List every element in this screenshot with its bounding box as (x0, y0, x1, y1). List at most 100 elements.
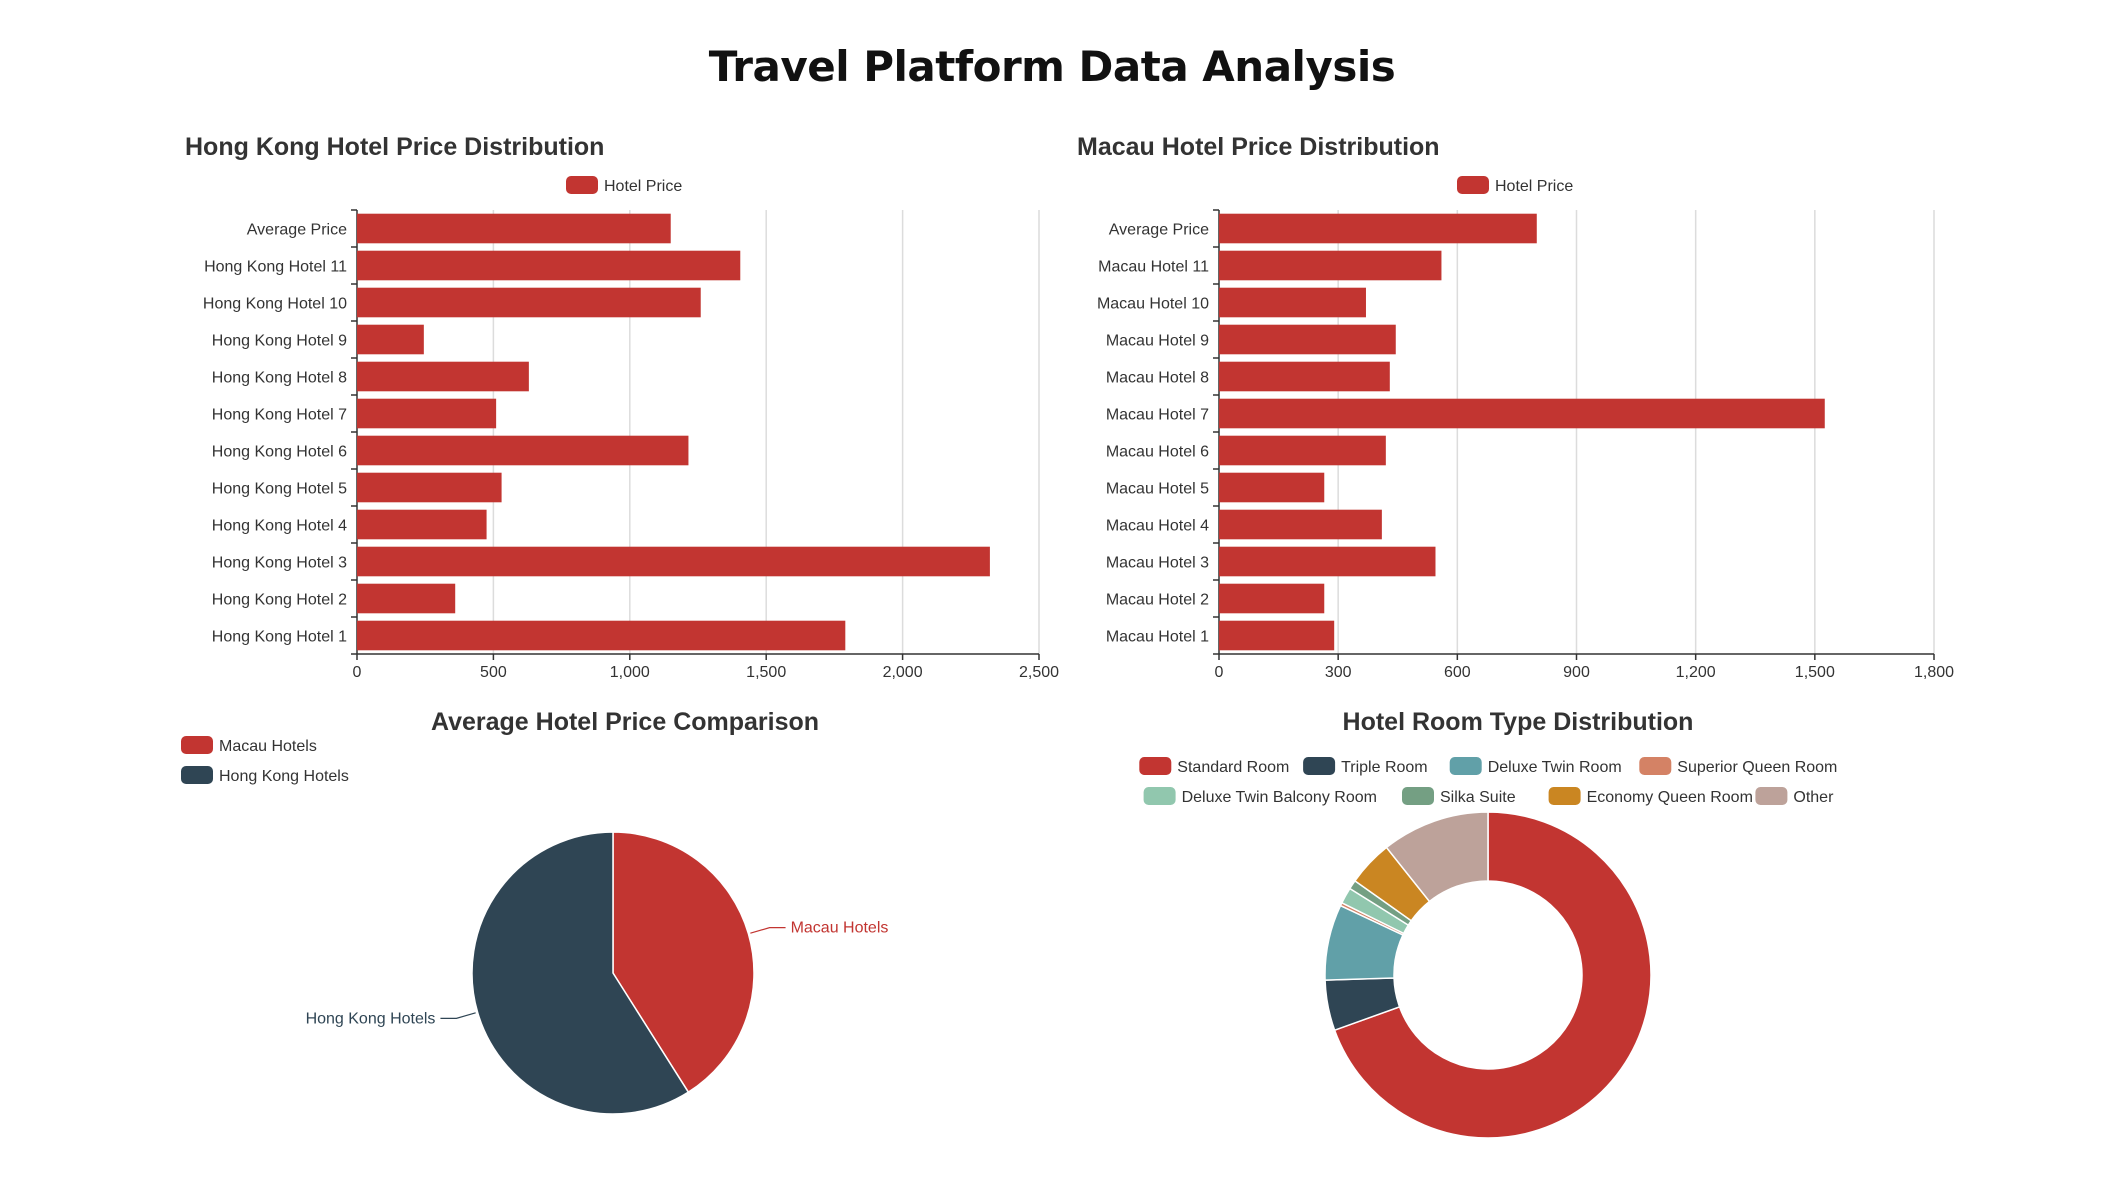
rooms-legend-label[interactable]: Standard Room (1177, 759, 1289, 776)
hk-bar (357, 472, 502, 503)
hk-category-label: Hong Kong Hotel 7 (212, 407, 347, 424)
macau-bar (1219, 213, 1537, 244)
rooms-donut-slice (1385, 811, 1489, 903)
hk-x-tick-label: 0 (353, 664, 362, 681)
macau-bar (1219, 435, 1386, 466)
hk-bar (357, 324, 424, 355)
macau-x-tick-label: 1,200 (1676, 664, 1716, 681)
macau-category-label: Macau Hotel 5 (1106, 481, 1209, 498)
avg-pie-leader-line (750, 927, 786, 934)
macau-category-label: Macau Hotel 11 (1098, 259, 1209, 276)
hk-x-tick-label: 500 (480, 664, 507, 681)
page-title: Travel Platform Data Analysis (708, 42, 1396, 91)
rooms-donut-slice (1333, 811, 1652, 1139)
rooms-legend-label[interactable]: Superior Queen Room (1677, 759, 1837, 776)
hk-bar (357, 213, 671, 244)
rooms-chart-title: Hotel Room Type Distribution (1343, 708, 1694, 736)
macau-category-label: Macau Hotel 1 (1106, 629, 1209, 646)
macau-bar (1219, 361, 1390, 392)
rooms-legend-swatch[interactable] (1139, 757, 1172, 775)
rooms-legend-label[interactable]: Triple Room (1341, 759, 1428, 776)
macau-category-label: Macau Hotel 7 (1106, 407, 1209, 424)
macau-x-tick-label: 1,800 (1914, 664, 1954, 681)
macau-category-label: Average Price (1109, 222, 1209, 239)
macau-legend-swatch[interactable] (1457, 176, 1489, 194)
rooms-legend-swatch[interactable] (1639, 757, 1672, 775)
hk-category-label: Hong Kong Hotel 8 (212, 370, 347, 387)
macau-bar (1219, 472, 1325, 503)
hk-bar (357, 620, 846, 651)
hong-kong-price-chart: Hong Kong Hotel Price Distribution Hotel… (185, 133, 1059, 681)
hk-category-label: Average Price (247, 222, 347, 239)
hk-x-tick-label: 2,500 (1019, 664, 1059, 681)
macau-x-tick-label: 1,500 (1795, 664, 1835, 681)
macau-bar (1219, 620, 1335, 651)
avg-legend-label[interactable]: Hong Kong Hotels (219, 768, 349, 785)
hk-bar (357, 361, 529, 392)
hk-category-label: Hong Kong Hotel 11 (204, 259, 347, 276)
macau-x-tick-label: 0 (1215, 664, 1224, 681)
hk-category-label: Hong Kong Hotel 5 (212, 481, 347, 498)
rooms-legend-swatch[interactable] (1449, 757, 1482, 775)
hk-category-label: Hong Kong Hotel 1 (212, 629, 347, 646)
avg-legend-label[interactable]: Macau Hotels (219, 738, 317, 755)
macau-bar (1219, 287, 1366, 318)
room-type-donut-chart: Hotel Room Type Distribution Standard Ro… (1139, 708, 1837, 1139)
rooms-legend-label[interactable]: Deluxe Twin Room (1488, 759, 1622, 776)
hk-legend-label[interactable]: Hotel Price (604, 178, 682, 195)
macau-category-label: Macau Hotel 10 (1097, 296, 1209, 313)
macau-x-tick-label: 600 (1444, 664, 1471, 681)
average-price-pie-chart: Average Hotel Price Comparison Macau Hot… (181, 708, 889, 1115)
macau-bar (1219, 398, 1825, 429)
macau-price-chart: Macau Hotel Price Distribution Hotel Pri… (1077, 133, 1954, 681)
hk-bar (357, 509, 487, 540)
macau-bar (1219, 583, 1325, 614)
macau-category-label: Macau Hotel 4 (1106, 518, 1209, 535)
hk-category-label: Hong Kong Hotel 9 (212, 333, 347, 350)
hk-x-tick-label: 1,000 (610, 664, 650, 681)
hk-bar (357, 398, 497, 429)
avg-legend-swatch[interactable] (181, 766, 213, 784)
rooms-legend-label[interactable]: Other (1793, 789, 1834, 806)
macau-category-label: Macau Hotel 8 (1106, 370, 1209, 387)
macau-category-label: Macau Hotel 2 (1106, 592, 1209, 609)
hk-legend-swatch[interactable] (566, 176, 598, 194)
avg-pie-leader-line (440, 1012, 476, 1019)
hk-chart-title: Hong Kong Hotel Price Distribution (185, 133, 604, 161)
hk-category-label: Hong Kong Hotel 3 (212, 555, 347, 572)
hk-x-tick-label: 2,000 (883, 664, 923, 681)
hk-category-label: Hong Kong Hotel 4 (212, 518, 347, 535)
rooms-legend-swatch[interactable] (1755, 787, 1788, 805)
hk-bar (357, 287, 701, 318)
macau-chart-title: Macau Hotel Price Distribution (1077, 133, 1440, 161)
rooms-legend-swatch[interactable] (1548, 787, 1581, 805)
rooms-legend-label[interactable]: Economy Queen Room (1587, 789, 1753, 806)
hk-bar (357, 435, 689, 466)
rooms-legend-swatch[interactable] (1402, 787, 1434, 805)
avg-pie-slice (612, 831, 755, 1094)
macau-bar (1219, 250, 1442, 281)
avg-chart-title: Average Hotel Price Comparison (431, 708, 819, 736)
macau-bar (1219, 509, 1382, 540)
macau-x-tick-label: 900 (1563, 664, 1590, 681)
rooms-legend-label[interactable]: Silka Suite (1440, 789, 1516, 806)
hk-category-label: Hong Kong Hotel 6 (212, 444, 347, 461)
hk-bar (357, 546, 990, 577)
macau-category-label: Macau Hotel 6 (1106, 444, 1209, 461)
macau-bar (1219, 324, 1396, 355)
hk-bar (357, 250, 741, 281)
avg-pie-label: Macau Hotels (791, 920, 889, 937)
macau-category-label: Macau Hotel 9 (1106, 333, 1209, 350)
hk-bar (357, 583, 456, 614)
avg-pie-slice (471, 831, 690, 1115)
hk-category-label: Hong Kong Hotel 2 (212, 592, 347, 609)
macau-bar (1219, 546, 1436, 577)
rooms-legend-swatch[interactable] (1303, 757, 1336, 775)
macau-x-tick-label: 300 (1325, 664, 1352, 681)
rooms-legend-label[interactable]: Deluxe Twin Balcony Room (1182, 789, 1377, 806)
macau-category-label: Macau Hotel 3 (1106, 555, 1209, 572)
rooms-legend-swatch[interactable] (1143, 787, 1176, 805)
avg-legend-swatch[interactable] (181, 736, 213, 754)
macau-legend-label[interactable]: Hotel Price (1495, 178, 1573, 195)
